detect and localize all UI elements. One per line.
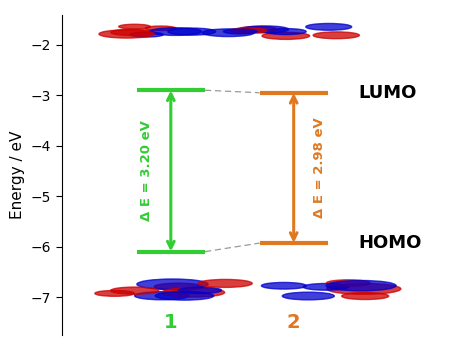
Circle shape (231, 28, 267, 33)
Text: HOMO: HOMO (358, 234, 422, 252)
Circle shape (242, 26, 289, 33)
Circle shape (283, 292, 334, 300)
Circle shape (202, 29, 255, 36)
Circle shape (154, 283, 203, 290)
Text: LUMO: LUMO (358, 84, 417, 102)
Circle shape (327, 284, 401, 294)
Circle shape (110, 287, 159, 294)
Circle shape (313, 32, 359, 39)
Circle shape (306, 23, 352, 30)
Circle shape (137, 279, 208, 289)
Text: 1: 1 (164, 313, 178, 332)
Circle shape (327, 280, 370, 286)
Circle shape (326, 281, 396, 291)
Circle shape (223, 29, 257, 34)
Circle shape (342, 293, 389, 300)
Circle shape (99, 30, 155, 38)
Circle shape (155, 292, 214, 300)
Circle shape (262, 32, 310, 39)
Circle shape (135, 292, 189, 300)
Circle shape (145, 26, 176, 31)
Circle shape (95, 290, 134, 296)
Circle shape (303, 284, 349, 290)
Circle shape (130, 32, 164, 37)
Circle shape (111, 29, 154, 36)
Circle shape (237, 27, 277, 32)
Circle shape (178, 287, 221, 293)
Circle shape (119, 24, 150, 29)
Circle shape (265, 28, 306, 35)
Text: Δ E = 3.20 eV: Δ E = 3.20 eV (140, 120, 154, 221)
Circle shape (262, 282, 306, 289)
Circle shape (150, 28, 201, 35)
Circle shape (198, 280, 252, 288)
Circle shape (168, 28, 216, 35)
Circle shape (162, 288, 225, 297)
Text: Δ E = 2.98 eV: Δ E = 2.98 eV (313, 118, 326, 218)
Y-axis label: Energy / eV: Energy / eV (10, 131, 25, 219)
Text: 2: 2 (287, 313, 301, 332)
